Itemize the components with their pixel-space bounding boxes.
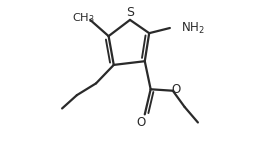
Text: CH$_3$: CH$_3$ bbox=[72, 11, 95, 25]
Text: O: O bbox=[136, 116, 146, 129]
Text: S: S bbox=[126, 6, 134, 19]
Text: O: O bbox=[172, 83, 181, 97]
Text: NH$_2$: NH$_2$ bbox=[181, 21, 205, 36]
